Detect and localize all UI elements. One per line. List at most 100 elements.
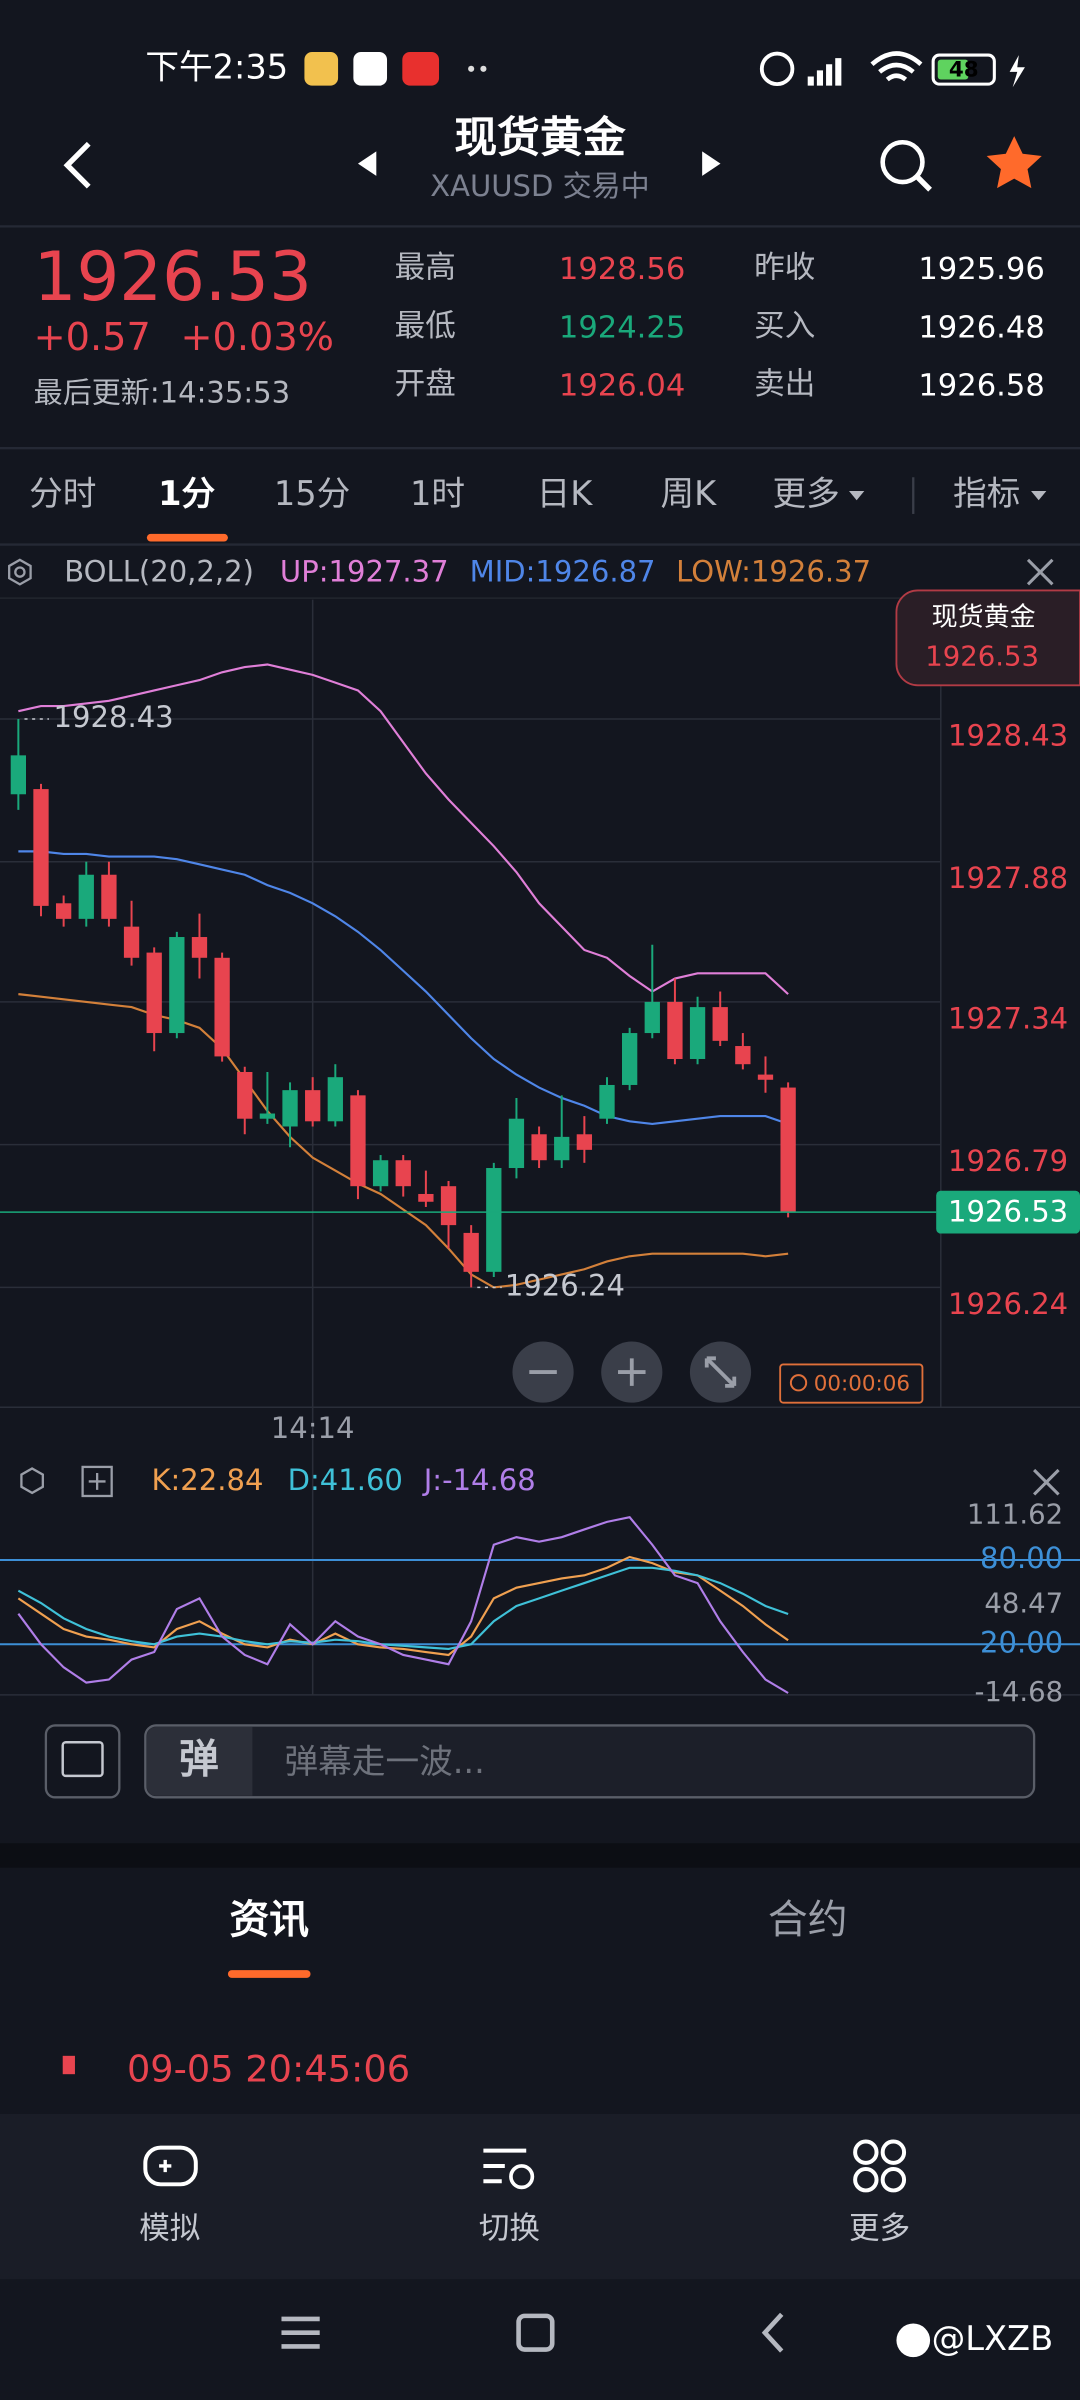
candle-body — [780, 1087, 796, 1213]
comment-input[interactable] — [144, 1724, 1036, 1799]
candle-body — [259, 1113, 276, 1119]
current-price-box — [936, 1190, 1080, 1234]
header-title: 现货黄金 — [454, 113, 625, 163]
candle-body — [621, 1033, 638, 1085]
min-label: 1926.24 — [505, 1268, 625, 1302]
tab-indicator — [227, 1970, 311, 1978]
nav-item[interactable]: 模拟 — [139, 2212, 200, 2247]
next-button[interactable] — [702, 151, 721, 176]
legend-entry: K:22.84 — [151, 1463, 263, 1497]
content-tab[interactable]: 合约 — [768, 1897, 848, 1943]
indicator-name: BOLL(20,2,2) — [64, 555, 254, 589]
candle-body — [214, 957, 230, 1057]
reference-label: 20.00 — [980, 1625, 1063, 1659]
gamepad-icon — [143, 2145, 198, 2187]
content-tab[interactable]: 资讯 — [229, 1897, 309, 1943]
indicator-line — [17, 1566, 789, 1651]
period-tab[interactable]: 15分 — [274, 474, 350, 513]
close-indicator[interactable] — [1033, 1468, 1060, 1496]
app-icon — [402, 52, 440, 86]
nav-item[interactable]: 切换 — [479, 2212, 540, 2247]
menu-key[interactable] — [281, 2316, 320, 2349]
wifi-icon — [870, 51, 923, 82]
stat-value: 1928.56 — [559, 252, 685, 287]
dropdown-arrow — [849, 491, 865, 501]
charging-icon — [1009, 55, 1025, 88]
search-button[interactable] — [880, 139, 932, 192]
back-key[interactable] — [761, 2312, 784, 2353]
last-price: 1926.53 — [34, 238, 312, 316]
zoom-in-button[interactable] — [601, 1341, 663, 1403]
settings-icon[interactable] — [8, 558, 32, 586]
app-icon — [304, 52, 339, 86]
stat-value: 1926.58 — [918, 368, 1044, 403]
switch-icon — [483, 2148, 527, 2184]
candle-body — [78, 874, 94, 919]
candle-body — [101, 874, 117, 919]
stat-label: 最低 — [395, 309, 456, 344]
period-tab[interactable]: 日K — [537, 474, 594, 513]
y-tick-label: 1928.43 — [948, 718, 1068, 752]
candle-body — [350, 1095, 366, 1187]
stat-label: 卖出 — [754, 367, 815, 402]
add-indicator[interactable] — [81, 1465, 113, 1498]
home-key[interactable] — [516, 2313, 555, 2352]
stat-label: 开盘 — [395, 367, 456, 402]
fullscreen-button[interactable] — [689, 1341, 752, 1403]
nav-item[interactable]: 更多 — [849, 2212, 910, 2247]
search-handle — [915, 175, 932, 192]
settings-icon-dot — [14, 566, 26, 578]
header-subtitle: XAUUSD 交易中 — [430, 169, 649, 203]
more-dot — [468, 65, 475, 72]
comment-settings[interactable] — [44, 1724, 121, 1799]
watermark-logo — [896, 2323, 931, 2358]
back-button[interactable] — [63, 141, 91, 189]
content-tabs: 资讯 合约 — [227, 1897, 848, 1978]
battery-text: 48 — [949, 57, 979, 82]
period-tab[interactable]: 1时 — [410, 474, 465, 513]
quote-stats: 最高 1928.56 最低 1924.25 开盘 1926.04 昨收 1925.96 买入 19… — [395, 251, 1045, 404]
period-tab[interactable]: 1分 — [158, 474, 215, 513]
news-time: 09-05 20:45:06 — [127, 2048, 410, 2091]
candle-body — [554, 1136, 570, 1161]
legend-entry: LOW:1926.37 — [676, 555, 871, 589]
stat-label: 买入 — [754, 309, 815, 344]
alarm-icon — [759, 51, 795, 87]
section-gap — [0, 1843, 1080, 1868]
comment-placeholder: 弹幕走一波... — [285, 1742, 485, 1781]
close-indicator[interactable] — [1026, 558, 1054, 586]
zoom-out-button[interactable] — [512, 1341, 574, 1403]
danmu-toggle[interactable] — [146, 1726, 253, 1796]
nav-labels: 模拟 切换 更多 — [139, 2212, 910, 2247]
candle-body — [55, 903, 72, 919]
battery-level — [937, 59, 969, 80]
status-time: 下午2:35 — [145, 47, 288, 86]
price-tag-title: 现货黄金 — [932, 602, 1036, 632]
period-tab[interactable]: 指标 — [953, 474, 1020, 513]
legend-entry: J:-14.68 — [422, 1463, 536, 1497]
candle-body — [372, 1160, 389, 1187]
y-tick-label: 48.47 — [984, 1587, 1063, 1619]
x-tick-label: 14:14 — [271, 1411, 355, 1445]
period-tab[interactable]: 更多 — [773, 474, 840, 513]
prev-button[interactable] — [357, 151, 377, 176]
stat-value: 1924.25 — [559, 310, 685, 345]
danmu-icon: 弹 — [179, 1737, 219, 1783]
candle-body — [418, 1193, 434, 1202]
candle-body — [599, 1084, 615, 1119]
plus-icon — [618, 1358, 646, 1386]
stat-label: 最高 — [395, 251, 456, 286]
candle-body — [10, 755, 27, 795]
period-tab[interactable]: 分时 — [29, 474, 96, 513]
favorite-button[interactable] — [986, 136, 1042, 189]
candle-body — [305, 1090, 321, 1122]
period-tab[interactable]: 周K — [661, 474, 718, 513]
nav-icons — [143, 2139, 907, 2193]
settings-icon[interactable] — [20, 1467, 44, 1495]
reference-label: 80.00 — [980, 1541, 1063, 1575]
candle-body — [644, 1001, 660, 1034]
candle-body — [327, 1077, 343, 1122]
